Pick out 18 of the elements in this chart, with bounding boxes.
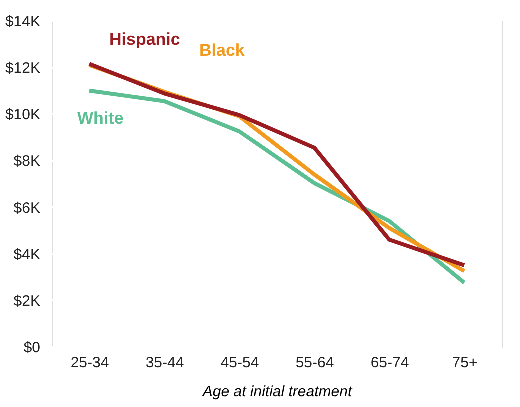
x-tick-label: 35-44 — [146, 354, 184, 372]
y-tick-label: $14K — [5, 14, 40, 30]
y-tick-label: $12K — [5, 60, 40, 78]
y-tick-label: $4K — [14, 246, 40, 264]
series-label: Hispanic — [110, 30, 180, 50]
y-tick-label: $6K — [14, 200, 40, 217]
y-tick-label: $0 — [24, 340, 40, 356]
y-tick-label: $8K — [14, 153, 40, 170]
x-tick-label: 25-34 — [70, 354, 110, 372]
x-tick-label: 65-74 — [370, 354, 410, 372]
y-tick-label: $2K — [14, 292, 40, 310]
series-label: White — [78, 108, 124, 128]
x-tick-label: 55-64 — [296, 354, 334, 372]
x-tick-label: 75+ — [452, 354, 478, 372]
y-tick-label: $10K — [5, 106, 40, 124]
text: Black — [200, 41, 246, 60]
x-axis-title: Age at initial treatment — [202, 384, 353, 400]
x-tick-label: 45-54 — [220, 354, 260, 372]
